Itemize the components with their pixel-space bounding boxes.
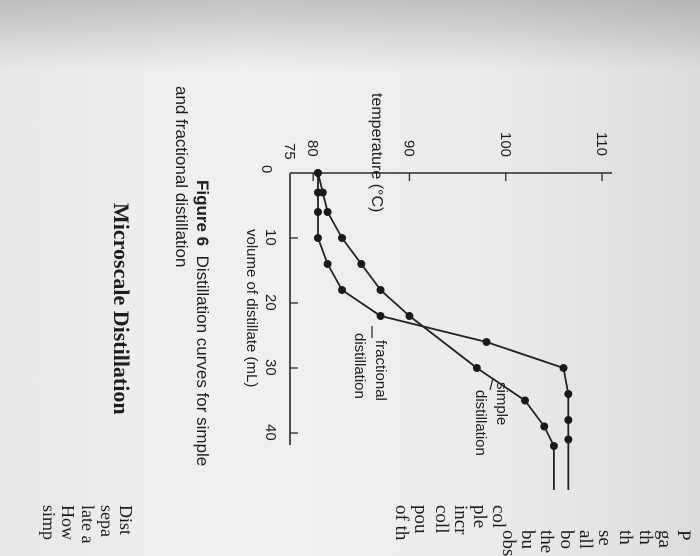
simple-data-point <box>357 260 366 268</box>
chart-labels: 75 80 90 100 110 0 10 20 30 40 temperature (°C) vol… <box>243 93 610 456</box>
fractional-series-line <box>317 173 570 440</box>
margin-text-fragment: incr <box>450 505 471 535</box>
margin-text-fragment: of th <box>391 505 412 541</box>
margin-text-fragment: ple <box>469 505 490 529</box>
fractional-data-point <box>313 208 322 216</box>
simple-data-point <box>521 396 530 405</box>
x-tick-label: 30 <box>262 359 279 376</box>
margin-text-fragment: sepa <box>97 505 117 537</box>
simple-annotation-label: distillation <box>472 390 489 456</box>
margin-text-fragment: coll <box>431 505 452 534</box>
simple-annotation-leader <box>489 377 494 391</box>
simple-data-point <box>376 286 385 294</box>
simple-data-point <box>323 208 332 216</box>
figure-caption-text: Distillation curves for simple <box>193 255 212 467</box>
fractional-data-point <box>564 416 573 424</box>
simple-series-line <box>317 172 555 447</box>
fractional-data-point <box>559 364 568 372</box>
x-tick-label: 0 <box>258 165 275 173</box>
fractional-data-point <box>313 188 322 197</box>
margin-text-fragment: Dist <box>116 505 136 536</box>
simple-data-point <box>472 364 481 372</box>
margin-text-fragment: late a <box>78 505 98 544</box>
x-tick-label: 40 <box>262 424 279 441</box>
fractional-data-point <box>313 234 322 242</box>
x-tick-label: 10 <box>262 229 279 246</box>
x-tick-label: 20 <box>262 294 279 311</box>
x-axis-title: volume of distillate (mL) <box>243 229 260 387</box>
page-shadow <box>0 0 700 70</box>
figure-caption-line2: and fractional distillation <box>172 86 191 268</box>
simple-data-point <box>338 234 347 242</box>
y-tick-label: 75 <box>281 143 298 160</box>
fractional-data-point <box>313 169 322 177</box>
chart-series <box>313 169 573 490</box>
simple-annotation-label: simple <box>493 382 510 425</box>
margin-text-fragment: How <box>58 505 78 540</box>
margin-text-fragment: obs <box>498 530 519 556</box>
figure-label: Figure 6 <box>193 180 212 247</box>
fractional-data-point <box>338 286 347 294</box>
margin-text-fragment: P <box>673 530 694 541</box>
fractional-annotation-label: distillation <box>351 333 368 399</box>
y-tick-label: 110 <box>593 132 610 156</box>
fractional-data-point <box>376 312 385 320</box>
figure-caption-line1: Figure 6 Distillation curves for simple <box>192 180 212 466</box>
margin-text-fragment: the <box>536 530 557 554</box>
section-heading: Microscale Distillation <box>109 203 134 415</box>
fractional-data-point <box>323 260 332 268</box>
margin-text-fragment: all <box>575 530 596 549</box>
y-tick-label: 100 <box>497 132 514 157</box>
simple-data-point <box>540 422 549 431</box>
margin-text-fragment: th <box>615 530 636 545</box>
margin-text-fragment: pou <box>410 505 431 534</box>
chart-axes <box>289 172 612 445</box>
simple-data-point <box>405 312 414 320</box>
margin-text-fragment: simp <box>39 505 59 541</box>
margin-text-fragment: bu <box>517 530 538 549</box>
margin-text-fragment: th <box>635 530 656 545</box>
margin-text-fragment: col <box>488 505 509 529</box>
y-tick-label: 90 <box>400 140 417 157</box>
margin-text-fragment: bo <box>556 530 577 549</box>
y-tick-label: 80 <box>304 140 321 157</box>
fractional-data-point <box>482 338 491 346</box>
margin-text-fragment: ga <box>654 530 675 548</box>
y-axis-title: temperature (°C) <box>368 93 385 212</box>
fractional-annotation-label: fractional <box>372 340 389 401</box>
margin-text-fragment: se <box>594 530 615 546</box>
fractional-data-point <box>564 390 573 398</box>
